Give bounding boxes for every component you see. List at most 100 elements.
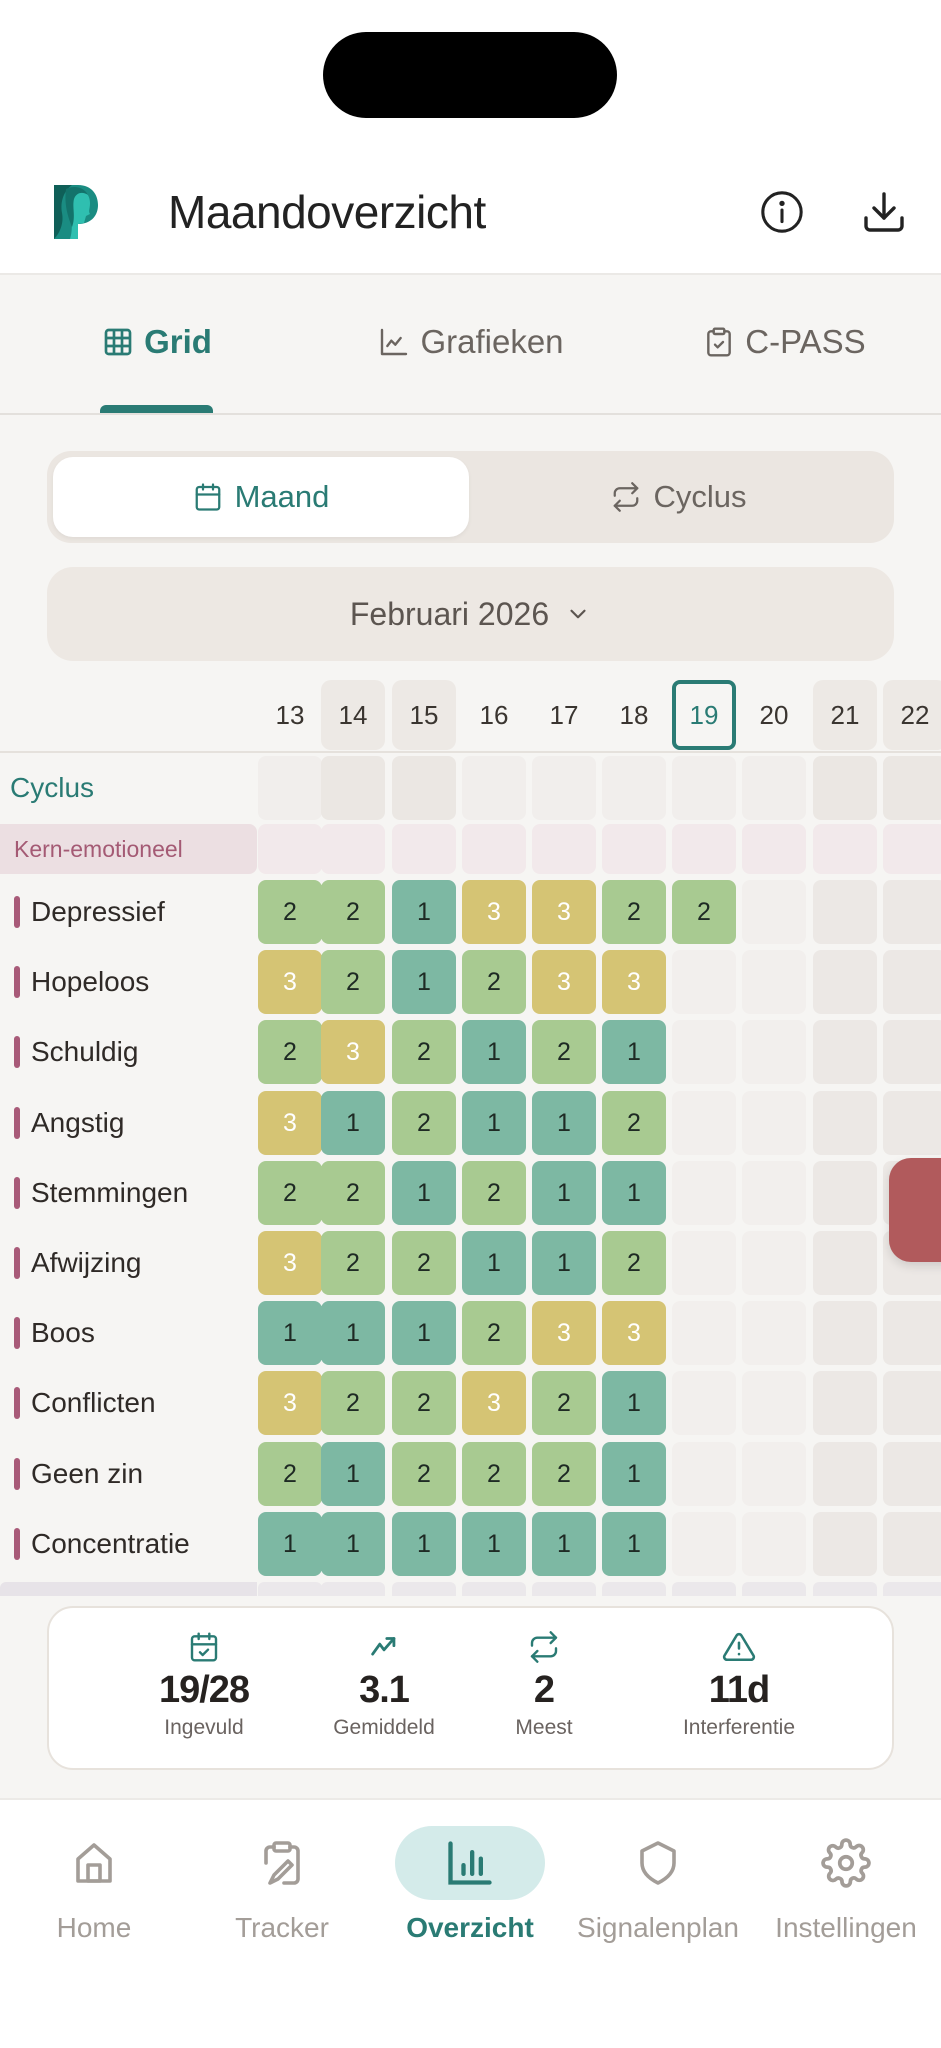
- grid-cell-empty[interactable]: [883, 950, 941, 1014]
- day-header[interactable]: 16: [479, 699, 509, 730]
- grid-cell[interactable]: 2: [321, 950, 385, 1014]
- grid-cell-empty[interactable]: [813, 880, 877, 944]
- grid-cell[interactable]: 2: [321, 1371, 385, 1435]
- grid-cell[interactable]: 2: [532, 1371, 596, 1435]
- nav-instellingen[interactable]: Instellingen: [752, 1826, 940, 1944]
- grid-cell[interactable]: 3: [462, 880, 526, 944]
- grid-cell[interactable]: 1: [602, 1020, 666, 1084]
- grid-cell[interactable]: 2: [392, 1020, 456, 1084]
- grid-cell[interactable]: 1: [392, 950, 456, 1014]
- cyclus-option[interactable]: Cyclus: [469, 457, 889, 537]
- grid-cell[interactable]: 1: [258, 1512, 322, 1576]
- grid-cell-empty[interactable]: [883, 1442, 941, 1506]
- grid-cell[interactable]: 1: [532, 1512, 596, 1576]
- grid-cell[interactable]: 3: [602, 950, 666, 1014]
- nav-home[interactable]: Home: [0, 1826, 188, 1944]
- grid-cell-empty[interactable]: [742, 1231, 806, 1295]
- grid-cell[interactable]: 3: [532, 880, 596, 944]
- cycle-cell[interactable]: [462, 756, 526, 820]
- grid-cell-empty[interactable]: [883, 1020, 941, 1084]
- grid-cell[interactable]: 1: [321, 1301, 385, 1365]
- grid-cell[interactable]: 1: [392, 880, 456, 944]
- month-selector[interactable]: Februari 2026: [47, 567, 894, 661]
- grid-cell[interactable]: 3: [532, 1301, 596, 1365]
- emotion-grid[interactable]: 13 14 15 16 17 18 19 20 21 22 Cyclus Kern-emotionee…: [0, 676, 941, 1596]
- grid-cell[interactable]: 1: [602, 1442, 666, 1506]
- nav-signalenplan[interactable]: Signalenplan: [564, 1826, 752, 1944]
- grid-cell-empty[interactable]: [672, 1442, 736, 1506]
- nav-tracker[interactable]: Tracker: [188, 1826, 376, 1944]
- grid-cell-empty[interactable]: [883, 1371, 941, 1435]
- grid-cell[interactable]: 2: [462, 1301, 526, 1365]
- grid-cell[interactable]: 1: [392, 1301, 456, 1365]
- grid-cell-empty[interactable]: [813, 1231, 877, 1295]
- grid-cell-empty[interactable]: [883, 1091, 941, 1155]
- cycle-cell[interactable]: [742, 756, 806, 820]
- grid-cell[interactable]: 2: [258, 1161, 322, 1225]
- grid-cell-empty[interactable]: [813, 1091, 877, 1155]
- cycle-cell[interactable]: [258, 756, 322, 820]
- grid-cell-empty[interactable]: [672, 1161, 736, 1225]
- grid-cell[interactable]: 3: [462, 1371, 526, 1435]
- grid-cell[interactable]: 2: [672, 880, 736, 944]
- grid-cell[interactable]: 2: [392, 1231, 456, 1295]
- grid-cell[interactable]: 3: [321, 1020, 385, 1084]
- grid-cell-empty[interactable]: [813, 1371, 877, 1435]
- grid-cell-empty[interactable]: [672, 1091, 736, 1155]
- grid-cell[interactable]: 2: [602, 1231, 666, 1295]
- grid-cell[interactable]: 2: [258, 1442, 322, 1506]
- grid-cell[interactable]: 1: [462, 1091, 526, 1155]
- grid-cell-empty[interactable]: [742, 1442, 806, 1506]
- day-header[interactable]: 14: [321, 680, 385, 750]
- grid-cell[interactable]: 2: [462, 1161, 526, 1225]
- grid-cell[interactable]: 1: [532, 1091, 596, 1155]
- grid-cell[interactable]: 3: [258, 950, 322, 1014]
- grid-cell[interactable]: 1: [532, 1161, 596, 1225]
- day-header[interactable]: 22: [883, 680, 941, 750]
- grid-cell[interactable]: 1: [321, 1512, 385, 1576]
- grid-cell[interactable]: 1: [392, 1161, 456, 1225]
- cycle-cell[interactable]: [883, 756, 941, 820]
- grid-cell-empty[interactable]: [813, 1301, 877, 1365]
- grid-cell[interactable]: 1: [602, 1371, 666, 1435]
- tab-grafieken[interactable]: Grafieken: [314, 277, 628, 407]
- grid-cell-empty[interactable]: [813, 1442, 877, 1506]
- grid-cell[interactable]: 2: [392, 1371, 456, 1435]
- day-header[interactable]: 13: [275, 699, 305, 730]
- download-button[interactable]: [856, 184, 912, 240]
- grid-cell-empty[interactable]: [672, 1231, 736, 1295]
- grid-cell[interactable]: 3: [258, 1091, 322, 1155]
- grid-cell[interactable]: 2: [258, 1020, 322, 1084]
- grid-cell-empty[interactable]: [672, 1371, 736, 1435]
- grid-cell[interactable]: 2: [532, 1442, 596, 1506]
- grid-cell-empty[interactable]: [742, 1091, 806, 1155]
- grid-cell[interactable]: 1: [321, 1091, 385, 1155]
- grid-cell[interactable]: 2: [321, 880, 385, 944]
- grid-cell[interactable]: 2: [392, 1091, 456, 1155]
- grid-cell-empty[interactable]: [742, 1161, 806, 1225]
- grid-cell[interactable]: 2: [321, 1161, 385, 1225]
- grid-cell[interactable]: 2: [321, 1231, 385, 1295]
- tab-grid[interactable]: Grid: [0, 277, 314, 413]
- grid-cell[interactable]: 2: [258, 880, 322, 944]
- day-header-today[interactable]: 19: [672, 680, 736, 750]
- grid-cell-empty[interactable]: [672, 1512, 736, 1576]
- grid-cell-empty[interactable]: [672, 950, 736, 1014]
- day-header[interactable]: 18: [619, 699, 649, 730]
- grid-cell-empty[interactable]: [813, 1020, 877, 1084]
- grid-cell[interactable]: 1: [602, 1512, 666, 1576]
- grid-cell[interactable]: 1: [258, 1301, 322, 1365]
- tab-cpass[interactable]: C-PASS: [628, 277, 941, 407]
- grid-cell[interactable]: 1: [462, 1020, 526, 1084]
- day-header[interactable]: 21: [813, 680, 877, 750]
- day-header[interactable]: 20: [759, 699, 789, 730]
- grid-cell[interactable]: 3: [532, 950, 596, 1014]
- cycle-cell[interactable]: [321, 756, 385, 820]
- nav-overzicht[interactable]: Overzicht: [376, 1826, 564, 1944]
- day-header[interactable]: 17: [549, 699, 579, 730]
- grid-cell[interactable]: 1: [392, 1512, 456, 1576]
- grid-cell[interactable]: 1: [532, 1231, 596, 1295]
- grid-cell-empty[interactable]: [883, 1512, 941, 1576]
- grid-cell[interactable]: 2: [462, 950, 526, 1014]
- grid-cell-empty[interactable]: [883, 1301, 941, 1365]
